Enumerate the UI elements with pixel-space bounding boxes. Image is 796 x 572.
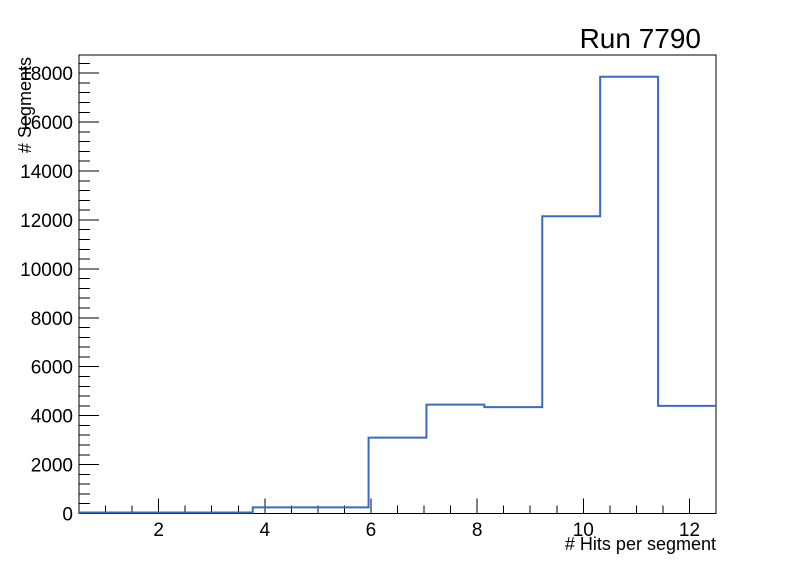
x-tick-labels: 2 4 6 8 10 12 [153, 520, 700, 541]
y-tick-label: 16000 [20, 113, 73, 134]
y-tick-label: 12000 [20, 211, 73, 232]
plot-title: Run 7790 [580, 23, 701, 54]
y-axis-title: # Segments [15, 57, 35, 153]
histogram-line [79, 75, 716, 514]
y-tick-labels: 0 2000 4000 6000 8000 10000 12000 14000 16000 180… [20, 64, 73, 525]
y-tick-label: 4000 [31, 407, 73, 428]
plot-frame [78, 54, 717, 514]
y-tick-label: 18000 [20, 64, 73, 85]
y-tick-label: 0 [62, 505, 73, 526]
y-tick-label: 2000 [31, 456, 73, 477]
x-tick-label: 2 [153, 520, 164, 541]
y-tick-label: 8000 [31, 309, 73, 330]
x-tick-label: 6 [366, 520, 377, 541]
x-tick-label: 8 [472, 520, 483, 541]
x-tick-label: 12 [679, 520, 700, 541]
y-tick-label: 6000 [31, 358, 73, 379]
x-tick-label: 10 [573, 520, 594, 541]
axis-ticks [79, 62, 690, 514]
y-tick-label: 14000 [20, 162, 73, 183]
x-axis-title: # Hits per segment [565, 534, 716, 554]
x-tick-label: 4 [260, 520, 271, 541]
y-tick-label: 10000 [20, 260, 73, 281]
